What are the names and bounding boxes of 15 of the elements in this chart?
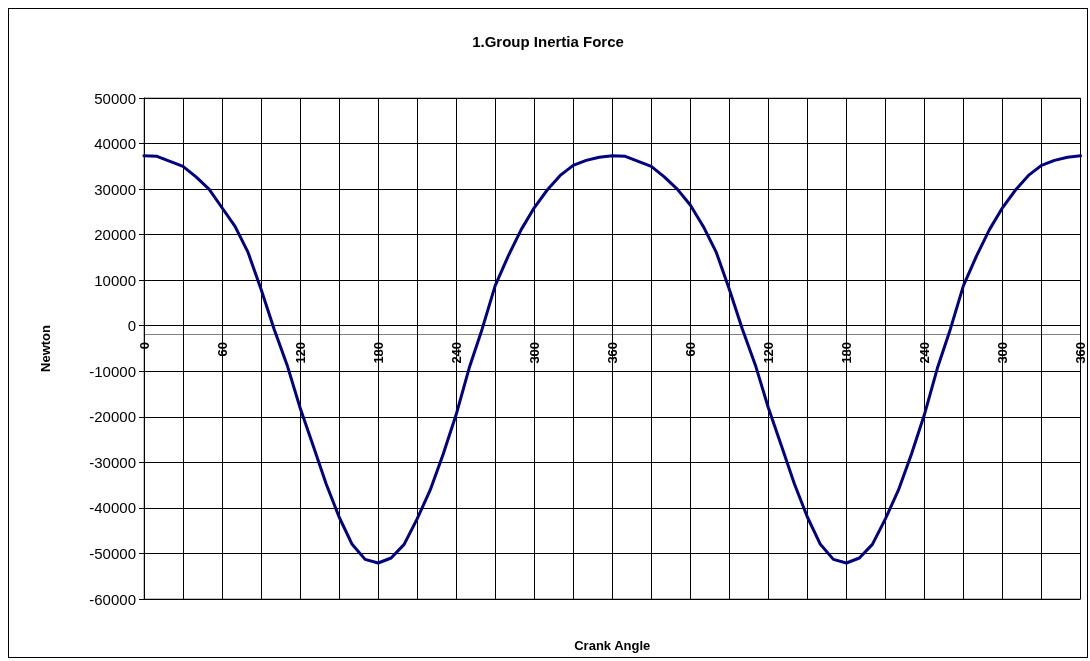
y-tick-label: -20000 (89, 408, 136, 426)
y-tick-label: 20000 (94, 226, 136, 244)
x-axis-title: Crank Angle (574, 638, 651, 653)
y-tick-label: 0 (127, 317, 136, 335)
y-tick-label: 50000 (94, 89, 136, 107)
y-tick-label: -60000 (89, 590, 136, 608)
y-tick-label: -50000 (89, 544, 136, 562)
y-tick-label: -30000 (89, 453, 136, 471)
y-tick-label: -40000 (89, 499, 136, 517)
y-axis-title: Newton (38, 324, 53, 372)
chart-title: 1.Group Inertia Force (472, 33, 624, 50)
y-tick-label: -10000 (89, 362, 136, 380)
y-tick-label: 30000 (94, 180, 136, 198)
y-tick-label: 40000 (94, 135, 136, 153)
y-tick-label: 10000 (94, 271, 136, 289)
